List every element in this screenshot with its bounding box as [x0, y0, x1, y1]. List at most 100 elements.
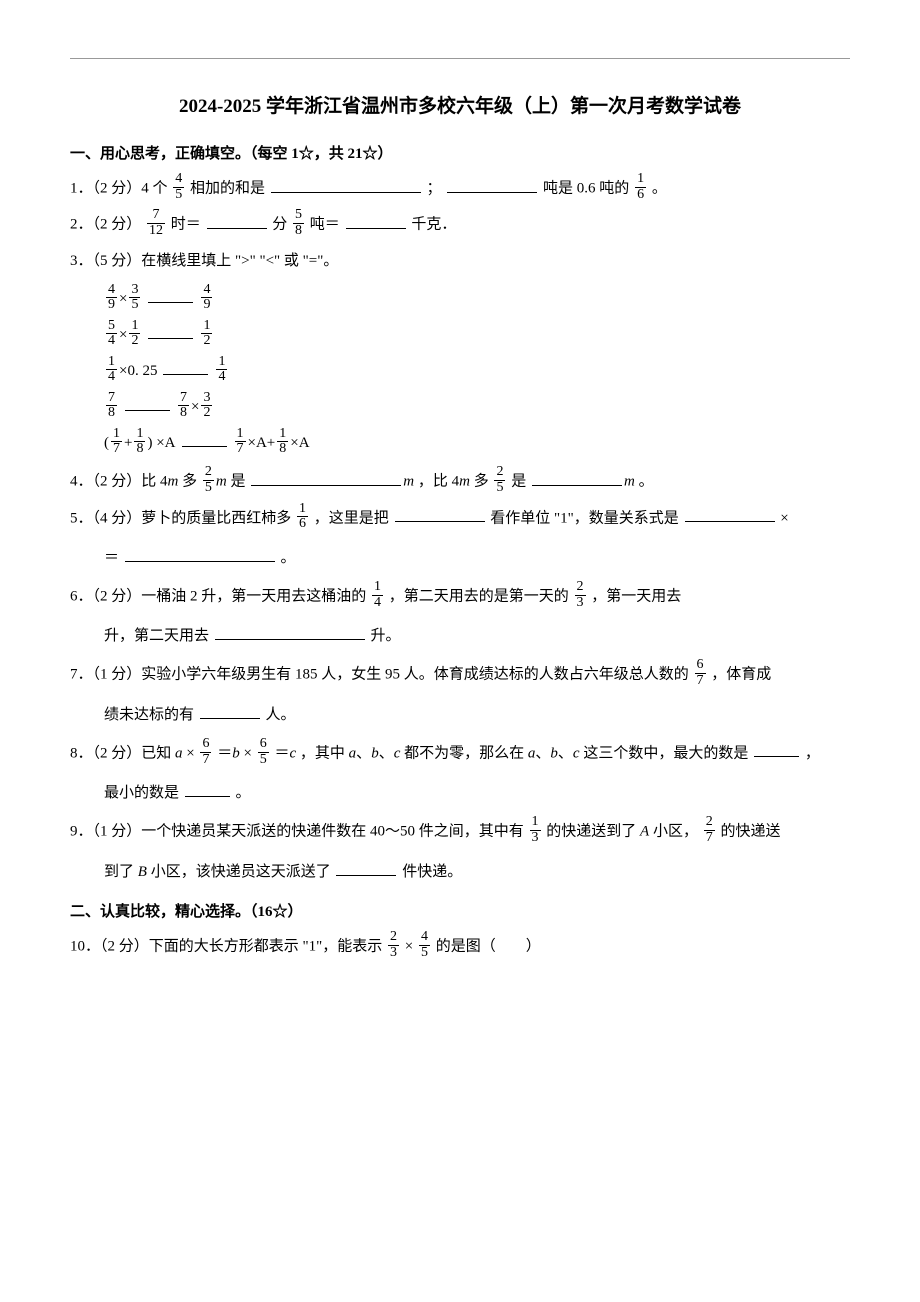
- q10-frac2: 45: [419, 930, 430, 960]
- question-5: 5．（4 分）萝卜的质量比西红柿多 16 ，这里是把 看作单位 "1"，数量关系…: [70, 504, 850, 534]
- top-rule: [70, 58, 850, 59]
- q6-blank1[interactable]: [215, 625, 365, 640]
- q1-mid1: 相加的和是: [190, 181, 265, 197]
- q8-line2b: 。: [236, 785, 251, 801]
- q3-line-2: 54×1212: [104, 317, 850, 353]
- q8-t3: ×: [244, 745, 252, 761]
- text-fragment: (: [104, 435, 109, 451]
- q4-var1b: m: [216, 474, 227, 490]
- q8-line2a: 最小的数是: [104, 785, 179, 801]
- q7-blank[interactable]: [200, 704, 260, 719]
- q3-line-3: 14×0. 2514: [104, 353, 850, 389]
- q5-blank2[interactable]: [685, 507, 775, 522]
- q6-t1: ，第二天用去的是第一天的: [389, 589, 569, 605]
- q5-blank3[interactable]: [125, 547, 275, 562]
- q4-blank1[interactable]: [251, 471, 401, 486]
- q6-prefix: 6．（2 分）一桶油 2 升，第一天用去这桶油的: [70, 589, 366, 605]
- fraction: 49: [106, 283, 117, 313]
- question-7: 7．（1 分）实验小学六年级男生有 185 人，女生 95 人。体育成绩达标的人…: [70, 660, 850, 690]
- q8-t4: ＝: [274, 745, 289, 761]
- q3-prefix: 3．（5 分）在横线里填上 ">" "<" 或 "="。: [70, 253, 338, 269]
- q2-blank1[interactable]: [207, 214, 267, 229]
- q1-blank2[interactable]: [447, 178, 537, 193]
- q9-line2c: 件快递。: [402, 864, 462, 880]
- q8-b3: b: [550, 745, 558, 761]
- q6-line2b: 升。: [371, 628, 401, 644]
- question-8: 8．（2 分）已知 a × 67 ＝b × 65 ＝c ，其中 a、b、c 都不…: [70, 739, 850, 769]
- q4-blank2[interactable]: [532, 471, 622, 486]
- question-4: 4．（2 分）比 4m 多 25m 是 m ，比 4m 多 25 是 m 。: [70, 467, 850, 497]
- q8-t2: ＝: [217, 745, 232, 761]
- q5-t2: 看作单位 "1"，数量关系式是: [490, 510, 679, 526]
- q6-line2a: 升，第二天用去: [104, 628, 209, 644]
- question-5-line2: ＝ 。: [70, 540, 850, 576]
- q8-t6: 都不为零，那么在: [404, 745, 528, 761]
- q2-blank2[interactable]: [346, 214, 406, 229]
- q4-frac1: 25: [203, 465, 214, 495]
- q5-t1: ，这里是把: [314, 510, 389, 526]
- q8-frac2: 65: [258, 737, 269, 767]
- q6-frac2: 23: [575, 580, 586, 610]
- q7-t1: ，体育成: [711, 667, 771, 683]
- q1-blank1[interactable]: [271, 178, 421, 193]
- fraction: 18: [134, 427, 145, 457]
- question-1: 1．（2 分）4 个 45 相加的和是 ； 吨是 0.6 吨的 16 。: [70, 174, 850, 204]
- q9-t1: 的快递送到了: [546, 824, 640, 840]
- q1-frac2: 16: [635, 172, 646, 202]
- q3-lines-container: 49×354954×121214×0. 25147878×32(17+18) ×…: [70, 281, 850, 461]
- text-fragment: ×0. 25: [119, 363, 157, 379]
- fraction: 78: [106, 391, 117, 421]
- q4-t5: 是: [511, 474, 526, 490]
- q8-a: a: [175, 745, 183, 761]
- fraction: 12: [201, 319, 212, 349]
- q9-prefix: 9．（1 分）一个快递员某天派送的快递件数在 40～50 件之间，其中有: [70, 824, 524, 840]
- fraction: 12: [129, 319, 140, 349]
- fraction: 14: [106, 355, 117, 385]
- q7-line2a: 绩未达标的有: [104, 707, 194, 723]
- q4-t4: 多: [474, 474, 489, 490]
- fraction: 49: [201, 283, 212, 313]
- q9-B: B: [138, 864, 147, 880]
- q2-frac1: 712: [147, 208, 165, 238]
- q9-frac2: 27: [704, 815, 715, 845]
- page-title: 2024-2025 学年浙江省温州市多校六年级（上）第一次月考数学试卷: [70, 89, 850, 125]
- q5-blank1[interactable]: [395, 507, 485, 522]
- q3-blank-1[interactable]: [148, 288, 193, 303]
- q2-t3: 吨＝: [310, 217, 340, 233]
- q10-prefix: 10．（2 分）下面的大长方形都表示 "1"，能表示: [70, 939, 382, 955]
- q4-var2: m: [459, 474, 470, 490]
- q3-blank-5[interactable]: [182, 432, 227, 447]
- q8-blank1[interactable]: [754, 742, 799, 757]
- q2-prefix: 2．（2 分）: [70, 217, 141, 233]
- q8-c3: c: [573, 745, 580, 761]
- fraction: 14: [216, 355, 227, 385]
- q4-t3: ，比 4: [418, 474, 459, 490]
- q3-blank-2[interactable]: [148, 324, 193, 339]
- q8-blank2[interactable]: [185, 782, 230, 797]
- q9-t2: 小区，: [653, 824, 698, 840]
- q9-blank[interactable]: [336, 861, 396, 876]
- q5-line2a: ＝: [104, 550, 119, 566]
- q3-line-1: 49×3549: [104, 281, 850, 317]
- q3-line-4: 7878×32: [104, 389, 850, 425]
- q10-t2: 的是图（ ）: [436, 939, 541, 955]
- q5-line2b: 。: [281, 550, 296, 566]
- fraction: 18: [277, 427, 288, 457]
- q3-blank-3[interactable]: [163, 360, 208, 375]
- q3-blank-4[interactable]: [125, 396, 170, 411]
- q2-t2: 分: [272, 217, 287, 233]
- question-8-line2: 最小的数是 。: [70, 775, 850, 811]
- q9-t3: 的快递送: [720, 824, 780, 840]
- q9-line2a: 到了: [104, 864, 138, 880]
- q7-line2b: 人。: [266, 707, 296, 723]
- fraction: 54: [106, 319, 117, 349]
- text-fragment: ×: [119, 291, 127, 307]
- question-9-line2: 到了 B 小区，该快递员这天派送了 件快递。: [70, 854, 850, 890]
- question-6: 6．（2 分）一桶油 2 升，第一天用去这桶油的 14 ，第二天用去的是第一天的…: [70, 582, 850, 612]
- q9-line2b: 小区，该快递员这天派送了: [151, 864, 331, 880]
- section1-heading: 一、用心思考，正确填空。（每空 1☆，共 21☆）: [70, 140, 850, 169]
- q8-t8: ，: [805, 745, 820, 761]
- q8-c2: c: [394, 745, 401, 761]
- fraction: 32: [201, 391, 212, 421]
- section2-heading: 二、认真比较，精心选择。（16☆）: [70, 898, 850, 927]
